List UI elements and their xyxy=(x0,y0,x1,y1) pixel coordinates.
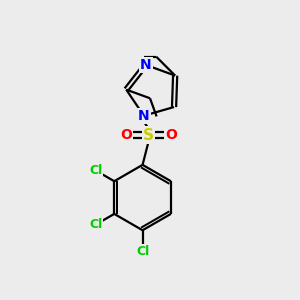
Text: S: S xyxy=(143,128,154,142)
Text: O: O xyxy=(165,128,177,142)
Text: N: N xyxy=(138,109,150,123)
Text: N: N xyxy=(140,58,152,72)
Text: O: O xyxy=(120,128,132,142)
Text: Cl: Cl xyxy=(89,218,102,231)
Text: Cl: Cl xyxy=(89,164,102,177)
Text: Cl: Cl xyxy=(136,245,149,258)
